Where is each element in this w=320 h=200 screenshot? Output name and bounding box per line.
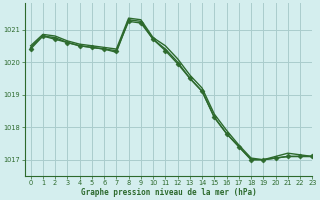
- X-axis label: Graphe pression niveau de la mer (hPa): Graphe pression niveau de la mer (hPa): [81, 188, 256, 197]
